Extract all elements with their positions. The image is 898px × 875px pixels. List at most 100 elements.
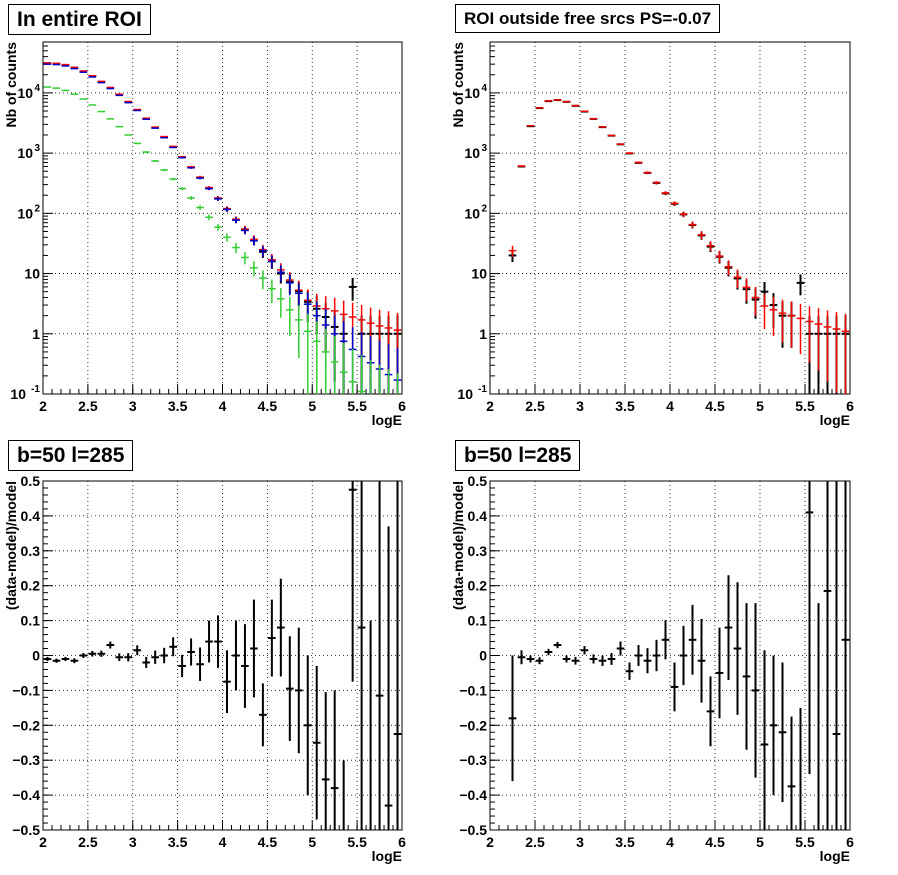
y-tick-label: −0.5 <box>12 822 40 838</box>
x-tick-label: 2 <box>39 398 47 414</box>
residual-point <box>348 481 357 682</box>
model_green-point <box>378 364 381 394</box>
residual-point <box>517 650 526 665</box>
y-tick-label: −0.3 <box>12 752 40 768</box>
model_green-point <box>348 348 357 394</box>
model_total-point <box>796 303 805 355</box>
x-tick-label: 5 <box>308 398 316 414</box>
model_green-point <box>312 321 321 394</box>
y-tick-exponent: 3 <box>481 143 487 154</box>
model_green-point <box>339 342 348 394</box>
model_total-point <box>841 313 850 394</box>
y-tick-label: 1 <box>32 326 40 342</box>
residual-point <box>223 650 231 714</box>
x-tick-label: 4.5 <box>258 834 278 850</box>
residual-point <box>205 620 213 663</box>
y-tick-exponent: -1 <box>478 384 487 395</box>
y-tick-label: 10 <box>464 145 480 161</box>
model_green-point <box>396 373 399 394</box>
x-tick-label: 6 <box>398 834 406 850</box>
y-tick-label: 10 <box>457 386 473 402</box>
residual-point <box>52 658 61 663</box>
residual-point <box>553 641 562 649</box>
x-tick-label: 3.5 <box>615 834 635 850</box>
model_green-point <box>259 270 267 290</box>
series-layer <box>508 99 850 394</box>
y-tick-label: 10 <box>17 85 33 101</box>
model_green-point <box>187 196 195 200</box>
residual-point <box>232 620 240 691</box>
model_green-point <box>142 151 151 153</box>
model_total-point <box>724 260 733 276</box>
x-tick-label: 3 <box>576 398 584 414</box>
residual-point <box>285 636 294 742</box>
model_total-point <box>715 250 724 263</box>
model_green-point <box>223 233 231 242</box>
model_total-point <box>508 245 517 257</box>
series-layer <box>508 481 850 830</box>
model_blue-point <box>115 94 124 97</box>
residual-point <box>369 620 372 830</box>
series-layer <box>43 481 402 830</box>
model_total-point <box>823 310 832 382</box>
residual-point <box>294 627 303 754</box>
y-axis-label: Nb of counts <box>3 42 19 128</box>
model_blue-point <box>124 101 133 104</box>
model_green-point <box>357 355 366 394</box>
y-tick-label: 0 <box>479 648 487 664</box>
panel-3: 2 2.5 3 3.5 4 4.5 5 5.5 6 −0.5 −0.4 −0.3 −0.2 −0.1 0 0.… <box>3 473 406 864</box>
x-axis-label: logE <box>820 412 850 428</box>
model_total-point <box>580 110 589 113</box>
model_green-point <box>97 110 106 113</box>
plot-frame <box>489 480 851 831</box>
panel-4: 2 2.5 3 3.5 4 4.5 5 5.5 6 −0.5 −0.4 −0.3 −0.2 −0.1 0 0.… <box>450 473 854 864</box>
residual-point <box>268 599 276 677</box>
plot-frame <box>42 480 403 831</box>
residual-point <box>751 603 760 778</box>
y-tick-label: −0.4 <box>459 787 487 803</box>
y-tick-label: 0.3 <box>21 543 41 559</box>
y-tick-label: 10 <box>464 205 480 221</box>
panel-title-2: ROI outside free srcs PS=-0.07 <box>455 4 721 33</box>
residual-point <box>607 653 616 665</box>
x-tick-label: 2 <box>486 398 494 414</box>
y-tick-label: 10 <box>10 386 26 402</box>
residual-point <box>106 641 115 649</box>
y-tick-label: 0.2 <box>468 578 488 594</box>
residual-point <box>88 650 97 657</box>
y-tick-exponent: 2 <box>481 203 487 214</box>
y-axis-label: Nb of counts <box>450 42 466 128</box>
model_total-point <box>571 104 580 107</box>
residual-point <box>97 650 106 657</box>
residual-point <box>589 654 598 664</box>
x-tick-label: 2.5 <box>525 834 545 850</box>
residual-point <box>321 692 330 830</box>
model_total-point <box>589 118 598 120</box>
model_green-point <box>369 360 372 394</box>
residual-point <box>375 481 384 830</box>
residual-point <box>250 599 258 698</box>
residual-point <box>303 655 312 796</box>
model_green-point <box>124 134 133 136</box>
y-tick-label: 0.3 <box>468 543 488 559</box>
model_total-point <box>706 241 715 252</box>
model_total-point <box>517 165 526 168</box>
y-tick-label: −0.3 <box>459 752 487 768</box>
residual-point <box>196 647 204 681</box>
x-tick-label: 5 <box>756 834 764 850</box>
x-tick-label: 3 <box>129 398 137 414</box>
model_total-point <box>688 221 697 229</box>
residual-point <box>61 656 70 662</box>
model_green-point <box>277 288 285 318</box>
y-tick-label: 10 <box>464 85 480 101</box>
residual-point <box>760 650 769 830</box>
y-tick-label: 0.2 <box>21 578 41 594</box>
x-tick-label: 2.5 <box>525 398 545 414</box>
residual-point <box>544 648 553 656</box>
residual-point <box>384 526 393 830</box>
plot-frame <box>489 41 851 395</box>
x-tick-label: 4.5 <box>258 398 278 414</box>
y-tick-label: −0.2 <box>459 717 487 733</box>
